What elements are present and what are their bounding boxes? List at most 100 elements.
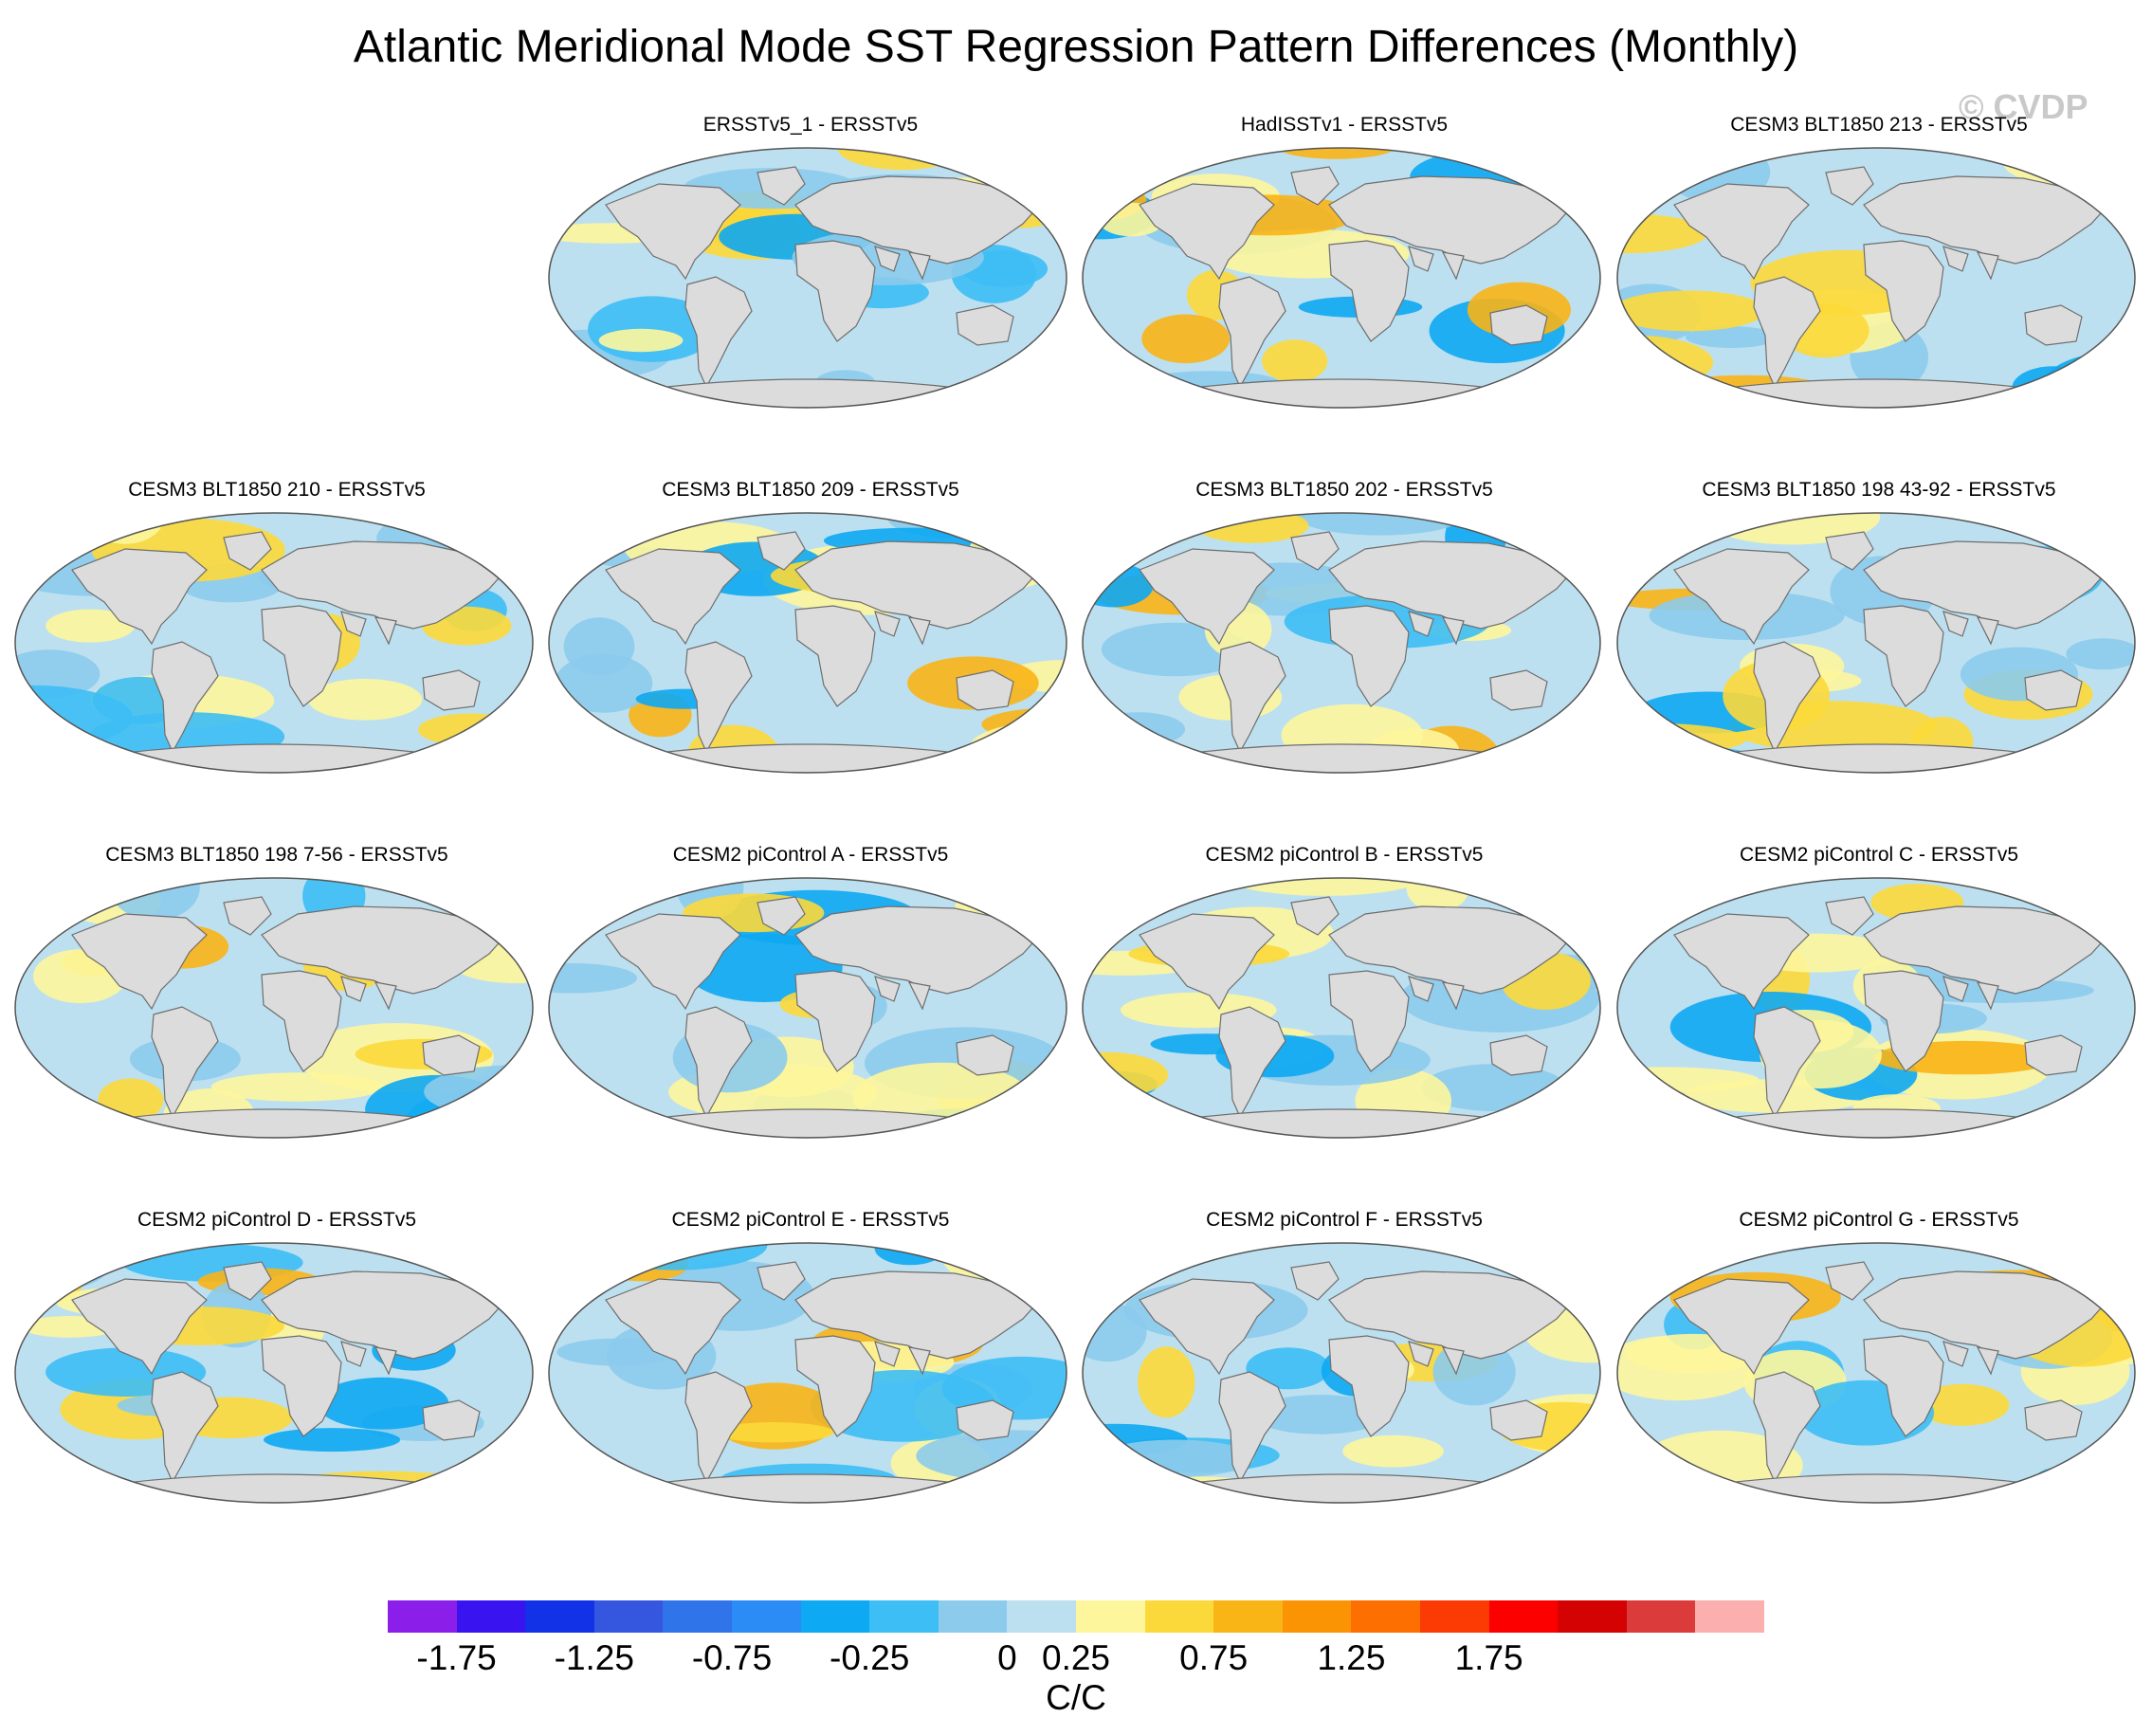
land-mass xyxy=(261,605,342,707)
land-mass xyxy=(71,1278,208,1376)
anomaly-contour xyxy=(1342,1434,1444,1468)
land-mass xyxy=(1942,1341,1969,1367)
anomaly-contour xyxy=(713,1422,834,1443)
land-mass xyxy=(261,1270,507,1360)
anomaly-contour xyxy=(307,679,423,721)
land-mass xyxy=(1863,1335,1944,1437)
land-mass xyxy=(1825,1261,1874,1301)
land-mass xyxy=(1328,905,1575,995)
anomaly-contour xyxy=(2075,891,2135,917)
land-mass xyxy=(1976,981,1999,1011)
land-mass xyxy=(1408,611,1434,637)
panel-title: CESM2 piControl E - ERSSTv5 xyxy=(671,1209,950,1231)
map-panel: CESM3 BLT1850 210 - ERSSTv5 xyxy=(13,479,540,858)
land-mass xyxy=(956,304,1014,346)
anomaly-contour xyxy=(1276,148,1396,159)
land-mass xyxy=(261,1335,342,1437)
land-mass xyxy=(1489,1399,1548,1441)
colorbar xyxy=(388,1600,1765,1633)
anomaly-contour xyxy=(1617,290,1765,332)
map-border xyxy=(14,512,534,774)
land-mass xyxy=(874,246,901,272)
land-mass xyxy=(1863,970,1944,1072)
land-mass xyxy=(1408,246,1434,272)
land-mass xyxy=(956,669,1014,711)
map-border xyxy=(1082,877,1601,1139)
map-border xyxy=(14,1242,534,1504)
land-mass xyxy=(1328,1270,1575,1360)
map-panel: CESM2 piControl E - ERSSTv5 xyxy=(547,1209,1074,1588)
robinson-map xyxy=(14,1242,534,1504)
land-mass xyxy=(1218,1006,1286,1119)
land-mass xyxy=(649,1473,966,1503)
land-mass xyxy=(1218,1371,1286,1484)
land-mass xyxy=(1753,641,1821,754)
colorbar-swatch xyxy=(1076,1600,1146,1633)
land-mass xyxy=(649,378,966,408)
land-mass xyxy=(874,976,901,1002)
colorbar-swatch xyxy=(1695,1600,1765,1633)
map-panel: ERSSTv5_1 - ERSSTv5 xyxy=(547,114,1074,493)
map-panel: CESM2 piControl C - ERSSTv5 xyxy=(1615,844,2143,1223)
anomaly-contour xyxy=(1262,339,1328,383)
panel-title: CESM2 piControl F - ERSSTv5 xyxy=(1206,1209,1483,1231)
land-mass xyxy=(757,166,806,206)
land-mass xyxy=(1139,183,1275,281)
map-panel: CESM3 BLT1850 213 - ERSSTv5 xyxy=(1615,114,2143,493)
colorbar-swatch xyxy=(1626,1600,1696,1633)
land-mass xyxy=(1976,616,1999,646)
land-mass xyxy=(1441,616,1465,646)
map-border xyxy=(548,1242,1067,1504)
land-mass xyxy=(1183,1473,1500,1503)
land-mass xyxy=(71,913,208,1011)
land-mass xyxy=(605,548,741,646)
land-mass xyxy=(757,531,806,571)
anomaly-contour xyxy=(1617,1067,1760,1093)
panel-title: CESM2 piControl G - ERSSTv5 xyxy=(1739,1209,2019,1231)
map-panel: CESM3 BLT1850 198 7-56 - ERSSTv5 xyxy=(13,844,540,1223)
robinson-map xyxy=(1616,1242,2136,1504)
anomaly-contour xyxy=(418,713,522,746)
land-mass xyxy=(116,743,432,773)
land-mass xyxy=(422,1399,481,1441)
land-mass xyxy=(1863,905,2109,995)
land-mass xyxy=(151,1371,219,1484)
land-mass xyxy=(1863,175,2109,265)
panel-title: CESM3 BLT1850 210 - ERSSTv5 xyxy=(128,479,426,501)
colorbar-tick-label: -1.25 xyxy=(554,1638,634,1677)
anomaly-contour xyxy=(46,609,135,643)
colorbar-swatch xyxy=(1558,1600,1628,1633)
land-mass xyxy=(1290,896,1340,936)
land-mass xyxy=(1942,976,1969,1002)
map-border xyxy=(1616,1242,2136,1504)
colorbar-swatch xyxy=(525,1600,595,1633)
land-mass xyxy=(1183,378,1500,408)
land-mass xyxy=(2024,1034,2083,1076)
land-mass xyxy=(1863,540,2109,630)
land-mass xyxy=(907,251,931,281)
land-mass xyxy=(151,641,219,754)
land-mass xyxy=(116,1108,432,1138)
land-mass xyxy=(2024,1399,2083,1441)
anomaly-contour xyxy=(1083,1243,1177,1270)
land-mass xyxy=(374,1346,397,1376)
land-mass xyxy=(71,548,208,646)
land-mass xyxy=(374,616,397,646)
robinson-map xyxy=(548,1242,1067,1504)
panel-title: CESM2 piControl A - ERSSTv5 xyxy=(672,844,949,866)
anomaly-contour xyxy=(1141,314,1231,364)
land-mass xyxy=(1673,913,1810,1011)
colorbar-swatch xyxy=(1420,1600,1490,1633)
land-mass xyxy=(261,540,507,630)
colorbar-swatch xyxy=(1282,1600,1352,1633)
map-panel: CESM2 piControl F - ERSSTv5 xyxy=(1081,1209,1608,1588)
map-border xyxy=(1082,147,1601,409)
map-border xyxy=(1616,877,2136,1139)
anomaly-contour xyxy=(1252,1395,1387,1434)
robinson-map xyxy=(548,147,1067,409)
anomaly-contour xyxy=(1916,1383,2010,1426)
map-border xyxy=(1616,512,2136,774)
land-mass xyxy=(1718,1108,2034,1138)
robinson-map xyxy=(14,512,534,774)
land-mass xyxy=(907,616,931,646)
